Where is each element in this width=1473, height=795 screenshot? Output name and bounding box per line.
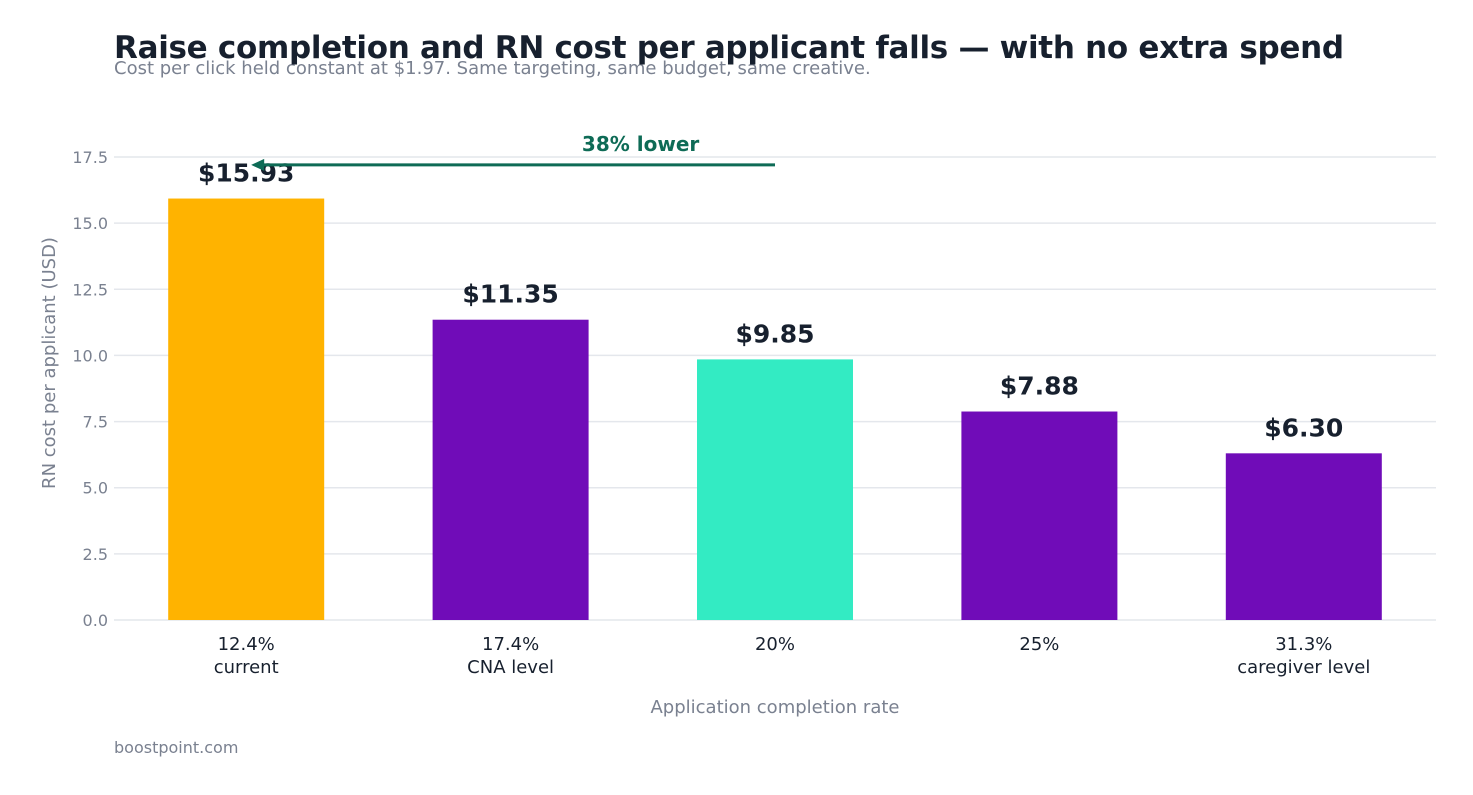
x-axis-ticks: 12.4%current 17.4%CNA level 20% 25% 31.3%car…: [214, 634, 1371, 678]
x-tick-label: 25%: [1019, 634, 1059, 655]
x-tick-label: 20%: [755, 634, 795, 655]
bars: [168, 198, 1382, 620]
chart-title: Raise completion and RN cost per applica…: [114, 30, 1344, 66]
y-tick-label: 7.5: [83, 413, 108, 432]
y-axis-title: RN cost per applicant (USD): [39, 237, 60, 489]
bar-value-label: $7.88: [1000, 372, 1079, 401]
x-tick-label: 17.4%: [482, 634, 539, 655]
bar: [432, 319, 589, 620]
annotation: 38% lower: [251, 132, 775, 171]
chart-subtitle: Cost per click held constant at $1.97. S…: [114, 58, 871, 79]
bar-value-labels: $15.93 $11.35 $9.85 $7.88 $6.30: [198, 159, 1343, 443]
x-tick-label: current: [214, 657, 279, 678]
bar-value-label: $6.30: [1264, 413, 1343, 442]
bar: [168, 198, 325, 620]
y-axis-ticks: 0.0 2.5 5.0 7.5 10.0 12.5 15.0 17.5: [72, 148, 108, 630]
bar: [697, 359, 853, 620]
y-tick-label: 2.5: [83, 545, 108, 564]
y-tick-label: 15.0: [72, 214, 108, 233]
source-credit: boostpoint.com: [114, 738, 239, 757]
y-tick-label: 17.5: [72, 148, 108, 167]
x-tick-label: CNA level: [467, 657, 554, 678]
x-axis-title: Application completion rate: [650, 697, 899, 718]
y-tick-label: 12.5: [72, 280, 108, 299]
bar-value-label: $9.85: [735, 319, 814, 348]
bar: [961, 411, 1118, 620]
y-tick-label: 0.0: [83, 611, 108, 630]
x-tick-label: 31.3%: [1275, 634, 1332, 655]
y-tick-label: 5.0: [83, 479, 108, 498]
annotation-arrowhead: [251, 158, 265, 171]
x-tick-label: caregiver level: [1237, 657, 1370, 678]
y-tick-label: 10.0: [72, 346, 108, 365]
bar: [1225, 453, 1382, 620]
bar-value-label: $11.35: [462, 280, 558, 309]
annotation-label: 38% lower: [582, 132, 699, 156]
x-tick-label: 12.4%: [218, 634, 275, 655]
bar-value-label: $15.93: [198, 159, 294, 188]
